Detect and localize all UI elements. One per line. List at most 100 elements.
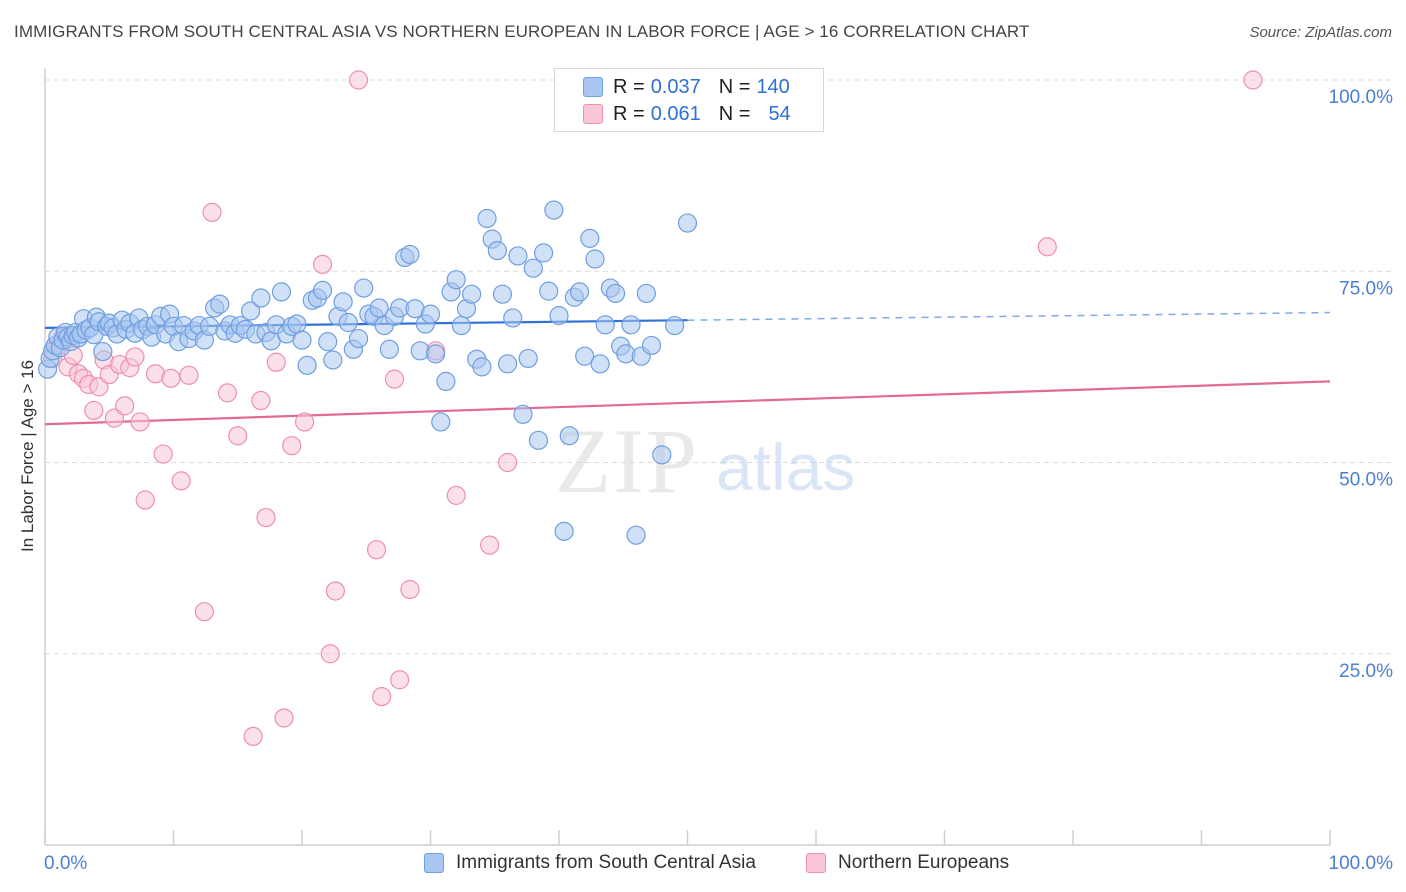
x-tick-label: 0.0%	[44, 853, 87, 874]
legend-n-label: N =	[718, 75, 751, 98]
data-point	[641, 335, 662, 356]
data-point	[621, 315, 641, 335]
y-tick-label: 75.0%	[1339, 278, 1393, 299]
data-point	[217, 383, 238, 403]
data-point	[243, 726, 263, 746]
data-point	[554, 521, 574, 541]
data-point	[590, 354, 610, 374]
data-point	[400, 244, 420, 265]
data-point	[161, 368, 181, 388]
data-point	[400, 579, 420, 600]
y-tick-label: 100.0%	[1329, 87, 1394, 108]
data-point	[323, 350, 343, 370]
source-label: Source: ZipAtlas.com	[1249, 24, 1392, 41]
data-point	[312, 254, 333, 274]
x-tick-label: 100.0%	[1329, 853, 1394, 874]
data-point	[348, 328, 369, 349]
data-point	[575, 346, 595, 366]
legend-swatch-blue	[583, 77, 603, 97]
series-swatch-pink	[806, 853, 826, 873]
data-point	[436, 371, 456, 392]
trend-line-pink	[44, 380, 1331, 426]
data-point	[130, 412, 150, 432]
series-swatch-blue	[424, 853, 444, 873]
data-point	[366, 540, 387, 560]
data-point	[372, 686, 392, 707]
data-point	[580, 228, 600, 248]
legend-r-value: 0.061	[650, 102, 701, 125]
data-point	[518, 348, 538, 369]
data-point	[508, 246, 528, 266]
data-point	[431, 412, 451, 432]
legend-n-value: 54	[768, 102, 791, 125]
data-point	[369, 298, 389, 318]
data-point	[202, 202, 222, 222]
data-point	[379, 339, 399, 359]
data-point	[390, 670, 410, 690]
data-point	[420, 304, 441, 324]
data-point	[318, 332, 338, 352]
data-point	[384, 369, 405, 389]
data-point	[125, 347, 145, 367]
data-point	[477, 208, 497, 229]
data-point	[320, 644, 340, 664]
chart-title: IMMIGRANTS FROM SOUTH CENTRAL ASIA VS NO…	[14, 22, 1030, 41]
data-point	[549, 306, 569, 326]
stats-legend: R = 0.037 N = 140 R = 0.061 N = 54	[554, 68, 824, 132]
tick-labels: 25.0% 50.0% 75.0% 100.0% 0.0% 100.0%	[44, 87, 1393, 874]
data-point	[294, 412, 315, 432]
data-point	[498, 452, 518, 473]
series-legend-label: Immigrants from South Central Asia	[456, 852, 756, 873]
watermark-zip: ZIP	[555, 410, 699, 512]
data-point	[523, 258, 543, 278]
legend-swatch-pink	[583, 104, 603, 124]
data-point	[348, 70, 369, 90]
data-point	[84, 400, 104, 421]
data-point	[446, 485, 466, 505]
series-legend-label: Northern Europeans	[838, 852, 1010, 873]
data-point	[282, 436, 302, 456]
data-point	[503, 308, 523, 328]
data-point	[636, 283, 656, 304]
legend-r-label: R =	[613, 102, 645, 125]
data-point	[153, 444, 173, 464]
data-point	[179, 365, 199, 385]
data-point	[539, 281, 559, 301]
data-point	[287, 314, 307, 334]
data-point	[338, 312, 358, 333]
data-point	[498, 354, 518, 374]
series-legend-item-blue: Immigrants from South Central Asia	[424, 852, 756, 874]
data-point	[480, 535, 500, 555]
series-legend: Immigrants from South Central Asia North…	[0, 852, 1406, 878]
data-point	[462, 284, 482, 304]
data-point	[89, 377, 109, 397]
series-legend-item-pink: Northern Europeans	[806, 852, 1009, 874]
data-point	[472, 357, 492, 377]
data-point	[271, 282, 292, 302]
data-point	[569, 282, 590, 302]
data-point	[171, 471, 191, 491]
data-point	[104, 408, 124, 428]
data-point	[652, 445, 672, 465]
data-point	[93, 341, 113, 362]
data-point	[256, 507, 276, 528]
data-point	[251, 390, 271, 411]
data-point	[115, 396, 135, 416]
data-point	[492, 284, 513, 304]
y-tick-label: 25.0%	[1339, 661, 1393, 682]
data-point	[533, 243, 554, 263]
data-point	[274, 708, 294, 728]
grid-lines	[45, 79, 1392, 655]
legend-r-value: 0.037	[650, 75, 701, 98]
data-point	[194, 602, 214, 622]
data-point	[665, 315, 685, 336]
data-point	[266, 352, 286, 372]
data-point	[228, 426, 248, 446]
legend-row-blue: R = 0.037 N = 140	[583, 76, 808, 98]
data-point	[513, 404, 533, 424]
trend-line-blue-dashed	[687, 311, 1331, 321]
data-point	[297, 355, 317, 375]
data-point	[312, 280, 333, 300]
data-point	[135, 490, 155, 510]
